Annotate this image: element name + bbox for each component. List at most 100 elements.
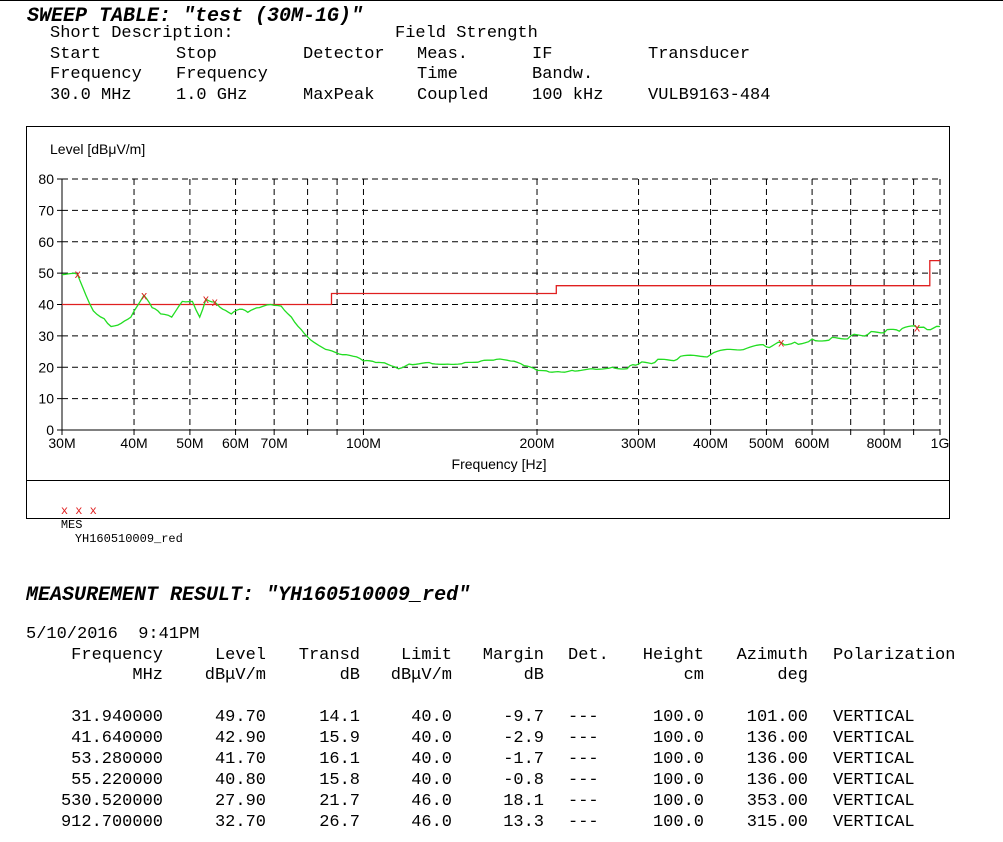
sweep-table-title: SWEEP TABLE: "test (30M-1G)" xyxy=(27,5,364,28)
measurement-marker: x xyxy=(203,292,209,306)
result-cell: 31.940000 xyxy=(71,708,163,727)
result-cell: 40.80 xyxy=(214,771,266,790)
result-cell: -2.9 xyxy=(503,729,544,748)
y-tick-label: 60 xyxy=(38,234,54,250)
x-tick-label: 70M xyxy=(261,435,288,451)
result-cell: 14.1 xyxy=(319,708,360,727)
result-header-unit: deg xyxy=(777,666,808,685)
result-cell: 100.0 xyxy=(652,708,704,727)
result-cell: --- xyxy=(568,708,599,727)
result-cell: --- xyxy=(568,729,599,748)
result-cell: 136.00 xyxy=(746,750,808,769)
x-axis-label: Frequency [Hz] xyxy=(452,456,547,472)
result-cell: 315.00 xyxy=(746,813,808,832)
result-cell: 15.9 xyxy=(319,729,360,748)
measurement-marker: x xyxy=(212,295,218,309)
markers: xx x xxx xyxy=(75,267,920,349)
result-cell: 32.70 xyxy=(214,813,266,832)
col-transducer-value: VULB9163-484 xyxy=(648,86,771,105)
result-cell: 21.7 xyxy=(319,792,360,811)
result-cell: 13.3 xyxy=(503,813,544,832)
result-cell: --- xyxy=(568,792,599,811)
emission-chart: Level [dBμV/m] Frequency [Hz] 0 10 20 30 40 5… xyxy=(38,141,949,472)
x-tick-label: 400M xyxy=(693,435,728,451)
result-cell: 40.0 xyxy=(411,708,452,727)
result-cell: 42.90 xyxy=(214,729,266,748)
col-detector-value: MaxPeak xyxy=(303,86,375,105)
result-cell: 100.0 xyxy=(652,750,704,769)
result-cell: -0.8 xyxy=(503,771,544,790)
result-header: Polarization xyxy=(833,646,956,665)
col-meastime-line2: Time xyxy=(417,65,458,84)
y-tick-label: 20 xyxy=(38,359,54,375)
result-cell: --- xyxy=(568,750,599,769)
x-tick-label: 100M xyxy=(346,435,381,451)
x-tick-label: 30M xyxy=(48,435,75,451)
result-cell: 40.0 xyxy=(411,750,452,769)
col-ifbw-line2: Bandw. xyxy=(532,65,594,84)
measurement-marker: x xyxy=(914,320,920,334)
result-cell: 353.00 xyxy=(746,792,808,811)
series xyxy=(61,259,941,373)
result-header: Frequency xyxy=(71,646,163,665)
result-cell: 16.1 xyxy=(319,750,360,769)
legend-label: MES xyxy=(60,518,83,532)
col-ifbw-value: 100 kHz xyxy=(532,86,604,105)
col-stop-line1: Stop xyxy=(176,45,217,64)
result-header: Limit xyxy=(400,646,452,665)
col-start-line1: Start xyxy=(50,45,102,64)
top-rule xyxy=(0,0,1003,1)
y-tick-label: 50 xyxy=(38,265,54,281)
result-header: Height xyxy=(642,646,704,665)
col-meastime-line1: Meas. xyxy=(417,45,469,64)
col-stop-line2: Frequency xyxy=(176,65,268,84)
col-ifbw-line1: IF xyxy=(532,45,553,64)
limit-line xyxy=(62,259,940,306)
legend: x x x MES YH160510009_red xyxy=(32,490,183,560)
measurement-marker: x xyxy=(75,267,81,281)
result-header-unit: dB xyxy=(523,666,544,685)
result-cell: -9.7 xyxy=(503,708,544,727)
x-tick-label: 600M xyxy=(795,435,830,451)
col-meastime-value: Coupled xyxy=(417,86,489,105)
measurement-marker: x xyxy=(778,335,784,349)
result-header-unit: dBμV/m xyxy=(390,666,452,685)
result-cell: VERTICAL xyxy=(833,813,915,832)
x-tick-label: 200M xyxy=(520,435,555,451)
result-cell: 46.0 xyxy=(411,813,452,832)
result-cell: --- xyxy=(568,813,599,832)
result-cell: 40.0 xyxy=(411,729,452,748)
result-cell: VERTICAL xyxy=(833,792,915,811)
result-cell: 41.640000 xyxy=(71,729,163,748)
result-header-unit: dB xyxy=(339,666,360,685)
y-axis-label: Level [dBμV/m] xyxy=(50,141,145,157)
y-tick-label: 0 xyxy=(46,422,54,438)
result-cell: 41.70 xyxy=(214,750,266,769)
result-cell: --- xyxy=(568,771,599,790)
y-tick-label: 70 xyxy=(38,202,54,218)
measurement-marker: x xyxy=(141,288,147,302)
result-cell: 100.0 xyxy=(652,813,704,832)
result-cell: VERTICAL xyxy=(833,771,915,790)
col-transducer-line1: Transducer xyxy=(648,45,751,64)
measurement-result-title: MEASUREMENT RESULT: "YH160510009_red" xyxy=(26,584,471,607)
result-header: Level xyxy=(214,646,266,665)
y-tick-label: 10 xyxy=(38,391,54,407)
result-cell: 100.0 xyxy=(652,792,704,811)
x-tick-label: 800M xyxy=(867,435,902,451)
result-cell: VERTICAL xyxy=(833,708,915,727)
x-tick-label: 40M xyxy=(120,435,147,451)
result-header: Margin xyxy=(482,646,544,665)
col-stop-value: 1.0 GHz xyxy=(176,86,248,105)
result-cell: 40.0 xyxy=(411,771,452,790)
legend-separator xyxy=(27,480,949,481)
x-tick-label: 500M xyxy=(749,435,784,451)
result-cell: 18.1 xyxy=(503,792,544,811)
result-cell: 100.0 xyxy=(652,729,704,748)
result-cell: 101.00 xyxy=(746,708,808,727)
result-cell: 530.520000 xyxy=(60,792,163,811)
x-tick-label: 1G xyxy=(931,435,949,451)
short-description-label: Short Description: xyxy=(50,24,234,43)
x-tick-label: 50M xyxy=(176,435,203,451)
x-tick-label: 300M xyxy=(621,435,656,451)
